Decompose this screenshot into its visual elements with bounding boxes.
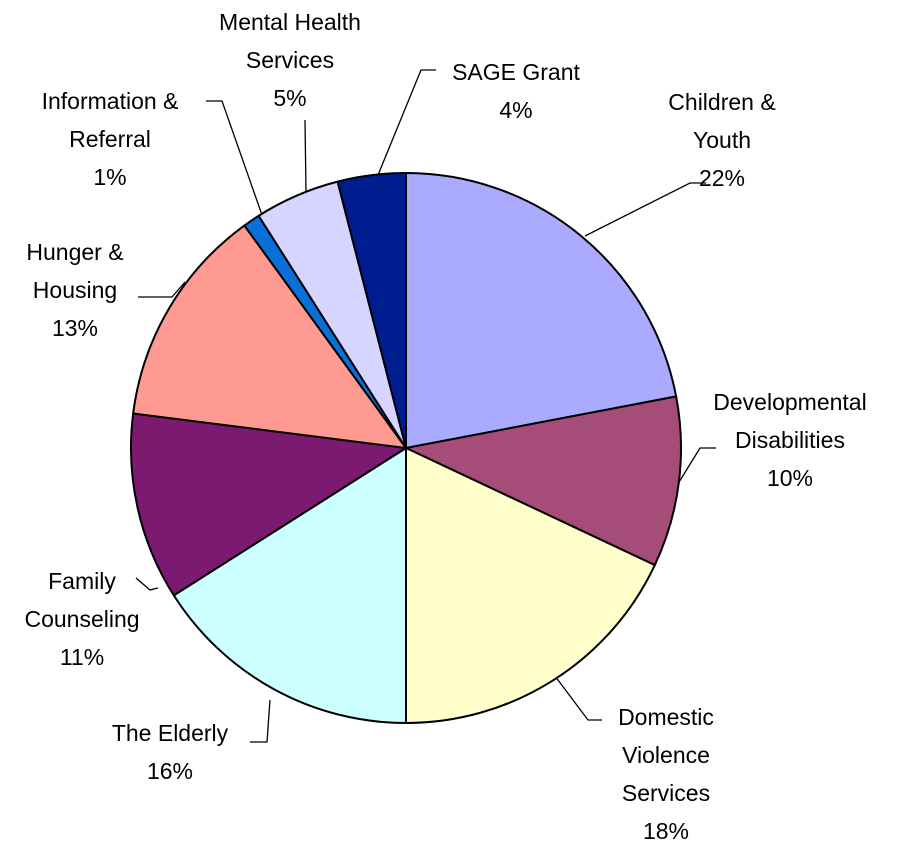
leader-line — [375, 69, 436, 181]
slice-label: Domestic Violence Services 18% — [601, 698, 731, 850]
category-label: Mental Health Services — [219, 9, 361, 73]
category-label: Domestic Violence Services — [618, 704, 714, 806]
pie-slice — [130, 412, 409, 597]
slice-label: Mental Health Services 5% — [195, 3, 385, 117]
value-label: 18% — [642, 818, 690, 844]
leader-line — [304, 119, 307, 193]
slice-label: Children & Youth 22% — [652, 83, 792, 197]
leader-line — [206, 100, 263, 216]
slice-label: SAGE Grant 4% — [431, 53, 601, 129]
pie-slice — [405, 446, 657, 725]
pie-slice — [132, 224, 409, 450]
value-label: 5% — [273, 85, 307, 111]
category-label: The Elderly — [111, 720, 229, 746]
leader-line — [250, 699, 271, 743]
value-label: 22% — [698, 165, 746, 191]
pie-slice — [405, 171, 678, 450]
category-label: SAGE Grant — [452, 59, 580, 85]
slice-label: Developmental Disabilities 10% — [685, 383, 895, 497]
pie-slice — [172, 446, 407, 725]
leader-line — [135, 577, 159, 591]
slice-label: The Elderly 16% — [85, 714, 255, 790]
category-label: Family Counseling — [24, 568, 140, 632]
leader-line — [675, 447, 716, 488]
leader-line — [554, 675, 602, 721]
pie-slice — [336, 171, 407, 449]
leader-line — [138, 281, 186, 298]
value-label: 4% — [499, 97, 533, 123]
value-label: 16% — [146, 758, 194, 784]
category-label: Information & Referral — [41, 88, 179, 152]
category-label: Hunger & Housing — [26, 239, 124, 303]
slice-label: Family Counseling 11% — [7, 562, 157, 676]
leader-lines — [135, 69, 716, 743]
value-label: 11% — [59, 644, 105, 670]
leader-line — [584, 182, 706, 237]
value-label: 13% — [51, 315, 99, 341]
value-label: 10% — [766, 465, 814, 491]
value-label: 1% — [93, 164, 127, 190]
slice-label: Information & Referral 1% — [10, 82, 210, 196]
pie-slice — [402, 395, 682, 567]
category-label: Developmental Disabilities — [713, 389, 867, 453]
category-label: Children & Youth — [668, 89, 776, 153]
slice-label: Hunger & Housing 13% — [10, 233, 140, 347]
